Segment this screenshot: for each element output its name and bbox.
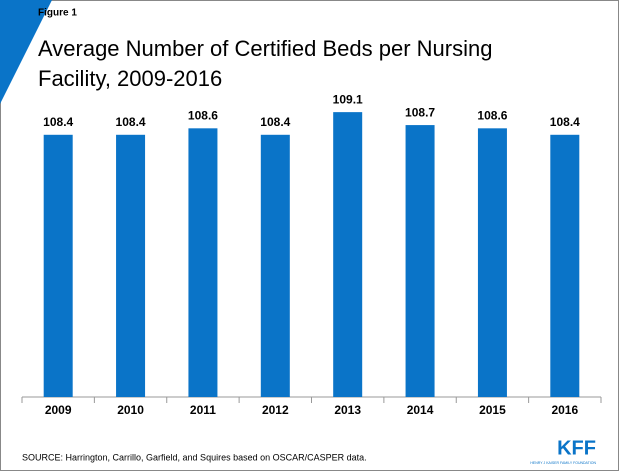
x-tick-label: 2011 — [190, 403, 216, 417]
bar — [405, 125, 435, 398]
bar — [260, 134, 290, 397]
figure-label: Figure 1 — [38, 8, 77, 19]
corner-accent — [0, 0, 52, 104]
value-label: 108.4 — [43, 115, 73, 129]
bar — [43, 134, 73, 397]
bar — [116, 134, 146, 397]
bar — [188, 128, 218, 397]
value-label: 109.1 — [333, 92, 363, 106]
source: SOURCE: Harrington, Carrillo, Garfield, … — [22, 452, 367, 462]
x-tick-label: 2012 — [262, 403, 289, 417]
x-tick-label: 2013 — [334, 403, 361, 417]
x-tick-label: 2015 — [479, 403, 506, 417]
value-label: 108.6 — [188, 108, 218, 122]
value-label: 108.6 — [477, 108, 507, 122]
value-label: 108.4 — [260, 115, 290, 129]
bar — [550, 134, 580, 397]
bar — [333, 112, 363, 397]
value-label: 108.4 — [550, 115, 580, 129]
value-label: 108.7 — [405, 105, 435, 119]
x-tick-label: 2010 — [117, 403, 144, 417]
value-label: 108.4 — [116, 115, 146, 129]
chart-title: Average Number of Certified Beds per Nur… — [38, 36, 492, 91]
x-tick-label: 2016 — [551, 403, 578, 417]
x-tick-label: 2009 — [45, 403, 72, 417]
logo-tagline: HENRY J KAISER FAMILY FOUNDATION — [530, 461, 596, 465]
x-tick-label: 2014 — [407, 403, 434, 417]
logo: KFF — [557, 437, 596, 459]
bar — [477, 128, 507, 397]
